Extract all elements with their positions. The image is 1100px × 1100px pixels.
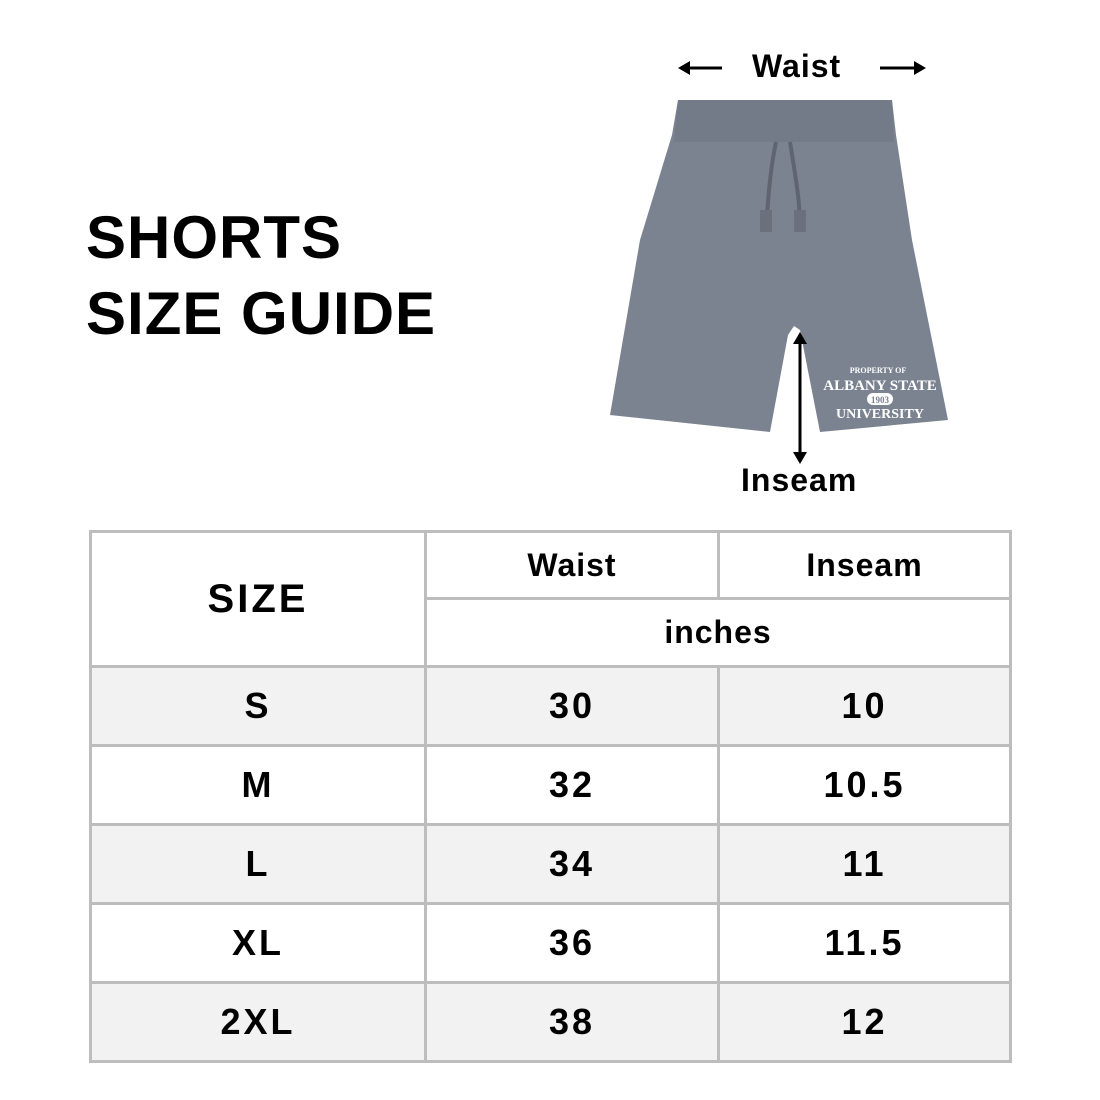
table-row: L 34 11 bbox=[89, 823, 1012, 905]
table-row: XL 36 11.5 bbox=[89, 902, 1012, 984]
waist-cell: 38 bbox=[424, 981, 720, 1063]
size-table: SIZE Waist Inseam inches S 30 10 M 32 10.5 L… bbox=[89, 530, 1012, 1063]
size-cell: L bbox=[89, 823, 427, 905]
waist-cell: 30 bbox=[424, 665, 720, 747]
waist-cell: 32 bbox=[424, 744, 720, 826]
unit-header: inches bbox=[424, 597, 1012, 668]
page-title: SHORTS SIZE GUIDE bbox=[86, 200, 436, 352]
size-cell: XL bbox=[89, 902, 427, 984]
shorts-illustration: PROPERTY OF ALBANY STATE 1903 UNIVERSITY bbox=[610, 100, 948, 432]
inseam-header: Inseam bbox=[717, 530, 1012, 600]
waist-cell: 34 bbox=[424, 823, 720, 905]
inseam-arrow-icon bbox=[793, 332, 807, 464]
inseam-cell: 12 bbox=[717, 981, 1012, 1063]
inseam-label: Inseam bbox=[741, 462, 858, 498]
arrow-right-icon bbox=[880, 61, 926, 75]
title-line-1: SHORTS bbox=[86, 204, 343, 271]
arrow-left-icon bbox=[678, 61, 722, 75]
size-header: SIZE bbox=[89, 530, 427, 668]
print-line-2: ALBANY STATE bbox=[823, 378, 937, 394]
size-cell: 2XL bbox=[89, 981, 427, 1063]
waist-label: Waist bbox=[752, 48, 842, 84]
table-row: S 30 10 bbox=[89, 665, 1012, 747]
size-cell: M bbox=[89, 744, 427, 826]
table-row: M 32 10.5 bbox=[89, 744, 1012, 826]
waist-header: Waist bbox=[424, 530, 720, 600]
print-line-3: 1903 bbox=[871, 395, 890, 405]
inseam-cell: 10.5 bbox=[717, 744, 1012, 826]
inseam-cell: 11 bbox=[717, 823, 1012, 905]
inseam-cell: 11.5 bbox=[717, 902, 1012, 984]
print-line-4: UNIVERSITY bbox=[836, 407, 924, 422]
title-line-2: SIZE GUIDE bbox=[86, 280, 437, 347]
inseam-cell: 10 bbox=[717, 665, 1012, 747]
print-line-1: PROPERTY OF bbox=[850, 366, 907, 375]
waist-cell: 36 bbox=[424, 902, 720, 984]
table-row: 2XL 38 12 bbox=[89, 981, 1012, 1063]
size-cell: S bbox=[89, 665, 427, 747]
